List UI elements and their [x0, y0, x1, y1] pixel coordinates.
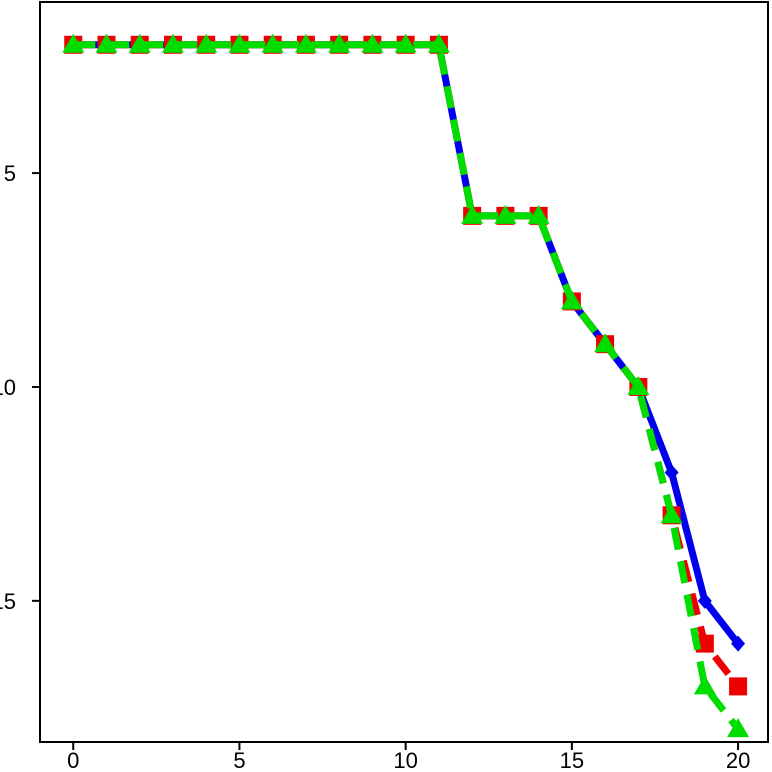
data-point [627, 375, 650, 395]
data-point [394, 33, 417, 53]
series-2 [64, 35, 748, 696]
data-point [527, 204, 550, 224]
series-line [73, 41, 741, 689]
data-point [95, 33, 118, 53]
data-point [660, 504, 683, 524]
series-line [73, 41, 741, 732]
data-point [62, 33, 85, 53]
data-point [729, 677, 748, 696]
x-tick-label: 0 [67, 748, 79, 772]
data-point [261, 33, 284, 53]
data-point [461, 204, 484, 224]
series-1 [66, 36, 746, 652]
series-3 [62, 33, 750, 738]
y-tick-label: 15 [0, 589, 16, 614]
x-tick-label: 5 [233, 748, 245, 772]
x-tick-label: 10 [393, 748, 417, 772]
data-point [727, 718, 750, 738]
data-point [195, 33, 218, 53]
data-point [560, 290, 583, 310]
data-point [161, 33, 184, 53]
data-point [328, 33, 351, 53]
data-point [731, 635, 746, 652]
y-tick-label: 10 [0, 375, 16, 400]
x-tick-label: 15 [560, 748, 584, 772]
x-tick-label: 20 [726, 748, 750, 772]
x-axis: 0 5 10 15 20 [67, 742, 750, 772]
data-point [128, 33, 151, 53]
data-point [664, 464, 679, 481]
data-point [361, 33, 384, 53]
y-axis: 5 10 15 [0, 161, 40, 614]
plot-frame [39, 1, 769, 743]
data-point [427, 33, 450, 53]
data-point [693, 675, 716, 695]
series-line [73, 41, 741, 646]
data-point [228, 33, 251, 53]
data-point [697, 592, 712, 609]
series-layer [62, 33, 750, 738]
data-point [494, 204, 517, 224]
data-point [594, 333, 617, 353]
y-tick-label: 5 [4, 161, 16, 186]
data-point [294, 33, 317, 53]
